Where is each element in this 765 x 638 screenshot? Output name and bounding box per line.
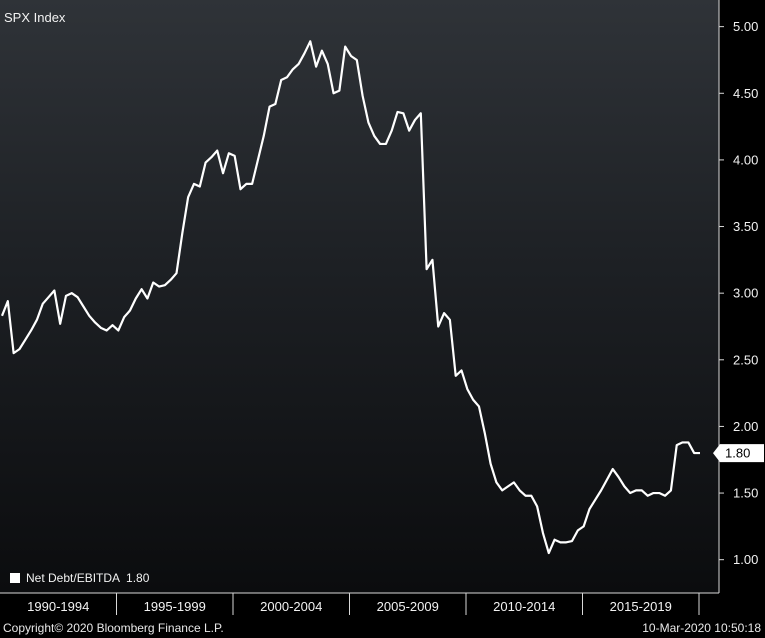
x-tick-label: 1995-1999 [144, 599, 206, 614]
x-axis: 1990-1994 1995-1999 2000-2004 2005-2009 2010… [0, 592, 719, 615]
y-axis: 1.00 1.50 2.00 2.50 3.00 3.50 4.00 4.50 5.00 [718, 0, 758, 593]
legend: Net Debt/EBITDA 1.80 [10, 571, 149, 585]
y-tick-label: 3.50 [733, 219, 758, 234]
legend-value: 1.80 [126, 571, 150, 585]
y-tick-label: 1.00 [733, 552, 758, 567]
y-tick-label: 1.50 [733, 486, 758, 501]
y-tick-label: 2.50 [733, 352, 758, 367]
x-tick-label: 2015-2019 [610, 599, 672, 614]
y-tick-label: 4.50 [733, 86, 758, 101]
timestamp: 10-Mar-2020 10:50:18 [642, 621, 761, 635]
last-value-tag: 1.80 [713, 444, 764, 463]
chart-title: SPX Index [4, 10, 66, 25]
legend-swatch [10, 573, 20, 583]
last-value-label: 1.80 [725, 446, 750, 461]
copyright-text: Copyright© 2020 Bloomberg Finance L.P. [3, 621, 224, 635]
series-line [0, 40, 700, 555]
y-tick-label: 4.00 [733, 152, 758, 167]
series-layer: 1.80 [0, 40, 764, 555]
last-value-box [713, 444, 764, 463]
legend-label: Net Debt/EBITDA [26, 571, 121, 585]
y-tick-label: 2.00 [733, 419, 758, 434]
footer: Copyright© 2020 Bloomberg Finance L.P. 1… [0, 620, 765, 638]
x-tick-label: 2000-2004 [260, 599, 322, 614]
y-tick-label: 5.00 [733, 19, 758, 34]
x-tick-label: 2005-2009 [377, 599, 439, 614]
x-tick-label: 2010-2014 [493, 599, 555, 614]
x-tick-label: 1990-1994 [27, 599, 89, 614]
y-tick-label: 3.00 [733, 286, 758, 301]
